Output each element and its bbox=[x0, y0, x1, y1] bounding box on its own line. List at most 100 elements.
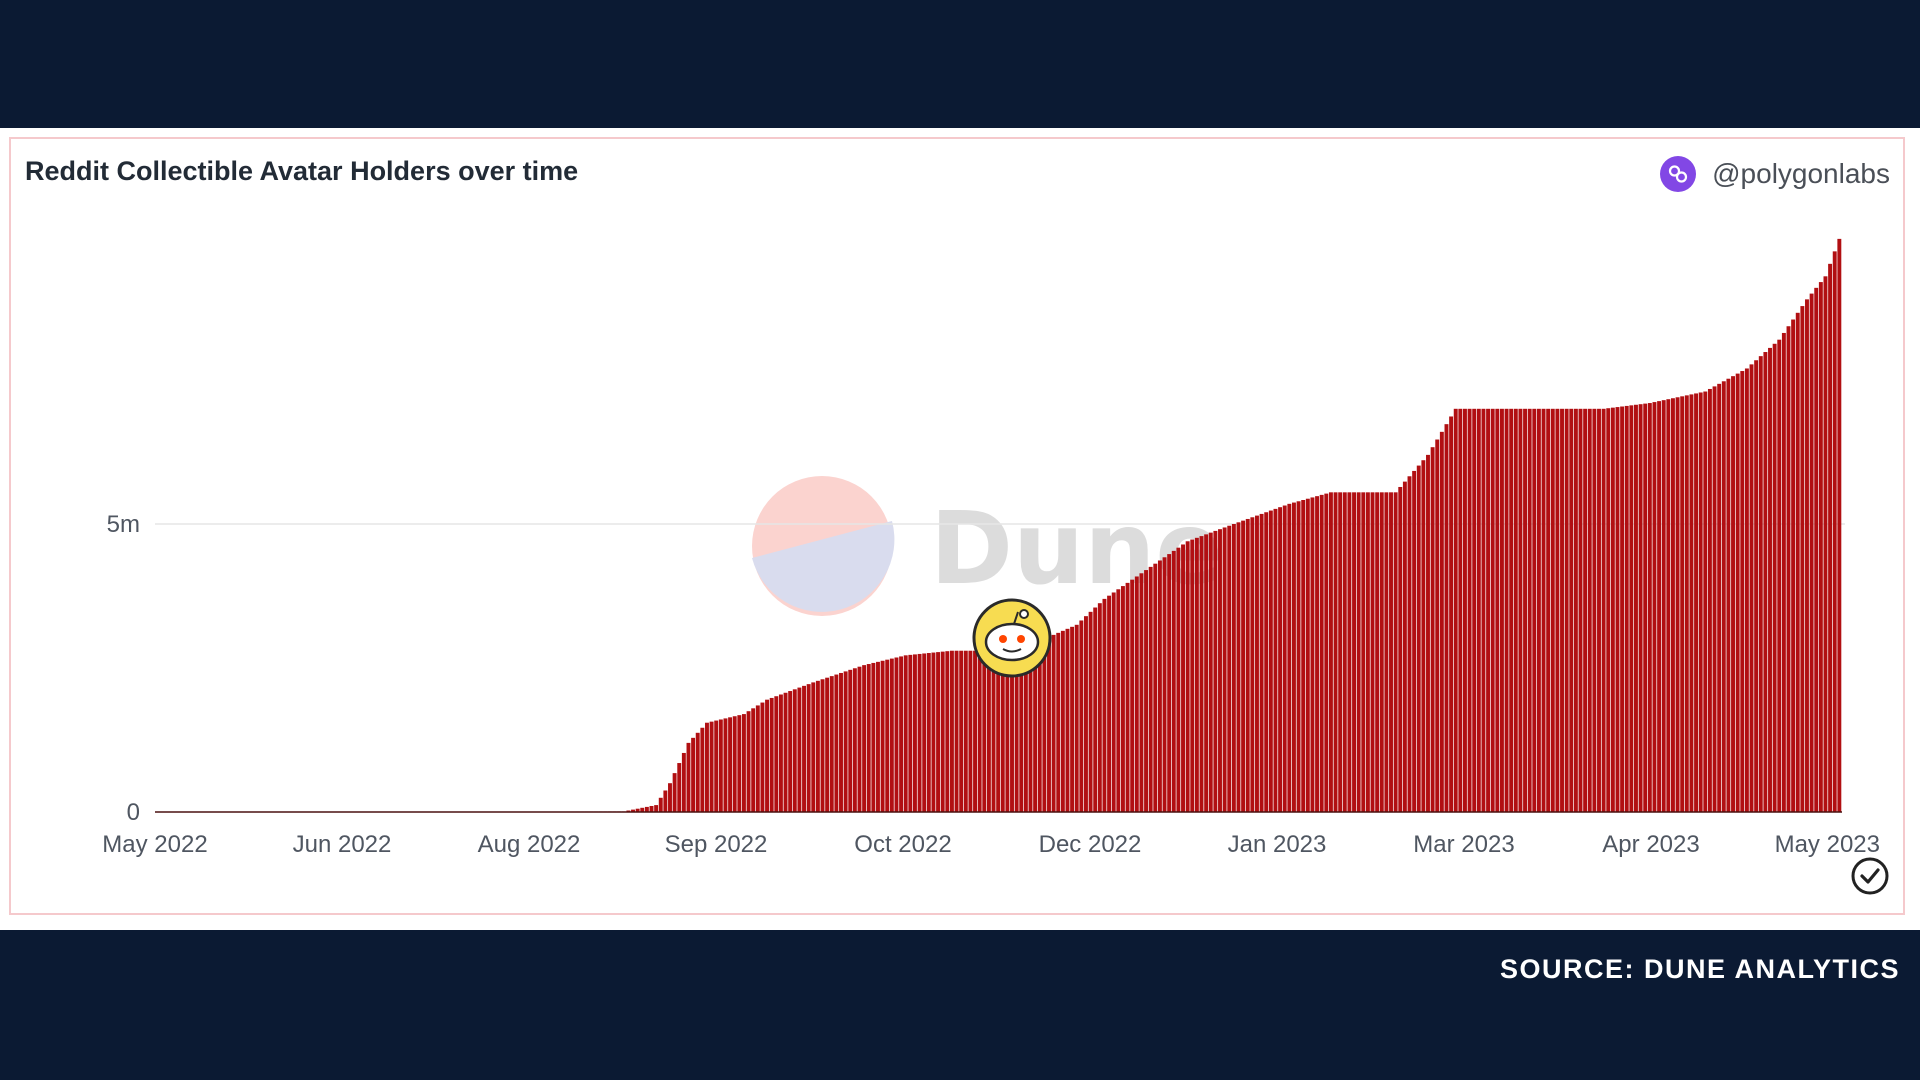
x-tick-label: Jan 2023 bbox=[1228, 831, 1327, 858]
bar bbox=[820, 679, 825, 812]
bar bbox=[1800, 306, 1805, 812]
bar bbox=[1513, 408, 1518, 812]
bar bbox=[1047, 636, 1051, 812]
bar bbox=[792, 689, 797, 812]
bar bbox=[1837, 238, 1842, 812]
bar bbox=[1657, 401, 1662, 812]
chart-frame bbox=[9, 137, 1905, 915]
bar bbox=[1430, 447, 1435, 812]
bar bbox=[1171, 550, 1176, 812]
bar bbox=[1097, 603, 1102, 812]
bar bbox=[732, 716, 737, 812]
bar bbox=[1245, 518, 1250, 812]
bar bbox=[1499, 408, 1504, 812]
bar bbox=[769, 697, 774, 812]
bar bbox=[1578, 408, 1583, 812]
bar bbox=[668, 783, 672, 812]
bar bbox=[1509, 408, 1514, 812]
bar bbox=[1116, 589, 1121, 812]
bar bbox=[922, 653, 927, 812]
bar bbox=[746, 711, 751, 812]
bar bbox=[1694, 393, 1699, 812]
bar bbox=[755, 705, 760, 812]
y-tick-label: 5m bbox=[107, 511, 140, 538]
bar bbox=[1458, 408, 1463, 812]
bars bbox=[159, 238, 1842, 813]
bar bbox=[783, 692, 788, 812]
bar bbox=[1758, 356, 1763, 812]
bar bbox=[1102, 598, 1107, 812]
bar bbox=[1647, 403, 1652, 812]
bar bbox=[1130, 579, 1135, 812]
bar bbox=[1070, 626, 1075, 812]
bar bbox=[903, 655, 908, 812]
bar bbox=[1264, 512, 1269, 812]
bar bbox=[1065, 628, 1070, 812]
owner-handle: @polygonlabs bbox=[1712, 158, 1890, 189]
bar bbox=[1814, 287, 1819, 813]
bar bbox=[1828, 263, 1833, 813]
bar bbox=[894, 657, 899, 812]
bar bbox=[709, 721, 714, 812]
bar bbox=[1310, 497, 1315, 812]
bar bbox=[1236, 522, 1241, 812]
bar bbox=[1255, 515, 1259, 812]
bar bbox=[982, 650, 987, 812]
bar bbox=[1634, 404, 1638, 812]
bar bbox=[996, 650, 1001, 812]
owner-badge[interactable]: @polygonlabs bbox=[1660, 154, 1890, 194]
bar bbox=[1610, 407, 1615, 812]
bar bbox=[1638, 404, 1643, 812]
bar bbox=[1000, 650, 1005, 812]
bar bbox=[885, 659, 890, 812]
bar bbox=[751, 708, 756, 812]
reddit-snoo-icon bbox=[972, 598, 1052, 678]
bar bbox=[1555, 408, 1560, 812]
bar bbox=[1139, 573, 1144, 812]
bar bbox=[912, 654, 917, 812]
bar bbox=[1620, 406, 1625, 812]
bar bbox=[991, 650, 996, 812]
bar bbox=[1319, 494, 1324, 812]
bar bbox=[1768, 347, 1772, 812]
bar bbox=[1740, 371, 1745, 812]
bar bbox=[1259, 513, 1264, 812]
polygon-icon bbox=[1660, 156, 1697, 192]
bar bbox=[1287, 503, 1292, 812]
bar bbox=[945, 651, 950, 812]
bar bbox=[857, 666, 862, 812]
bar bbox=[686, 742, 691, 812]
bar bbox=[1148, 566, 1153, 812]
bar bbox=[1005, 650, 1010, 812]
bar bbox=[1675, 397, 1680, 812]
bar bbox=[1120, 586, 1125, 812]
bar bbox=[1805, 299, 1809, 812]
bar bbox=[889, 658, 894, 812]
bar bbox=[1735, 373, 1740, 812]
bar bbox=[1074, 624, 1079, 812]
chart-card: Dune 0 5m May 2022 Jun 2022 Aug 2022 Sep 202… bbox=[0, 128, 1920, 930]
source-credit: SOURCE: DUNE ANALYTICS bbox=[1499, 954, 1900, 984]
bar bbox=[1370, 492, 1375, 812]
bar bbox=[1389, 492, 1393, 812]
bar bbox=[1486, 408, 1491, 812]
x-tick-label: Sep 2022 bbox=[665, 831, 768, 858]
bar bbox=[1763, 352, 1768, 812]
bar bbox=[1291, 502, 1296, 812]
bar bbox=[1504, 408, 1509, 812]
bar bbox=[1333, 492, 1338, 812]
bar bbox=[1597, 408, 1601, 812]
bar bbox=[949, 650, 954, 812]
chart-plot: Dune 0 5m May 2022 Jun 2022 Aug 2022 Sep 202… bbox=[102, 238, 1880, 858]
x-tick-label: Dec 2022 bbox=[1039, 831, 1142, 858]
bar bbox=[1435, 439, 1440, 812]
bar bbox=[672, 773, 677, 812]
check-circle-icon[interactable] bbox=[1850, 856, 1890, 901]
bar bbox=[940, 651, 945, 812]
bar bbox=[1241, 520, 1246, 812]
bar bbox=[936, 652, 941, 812]
bar bbox=[959, 650, 964, 812]
bar bbox=[1157, 560, 1162, 812]
bar bbox=[825, 677, 830, 812]
bar bbox=[1601, 408, 1606, 812]
